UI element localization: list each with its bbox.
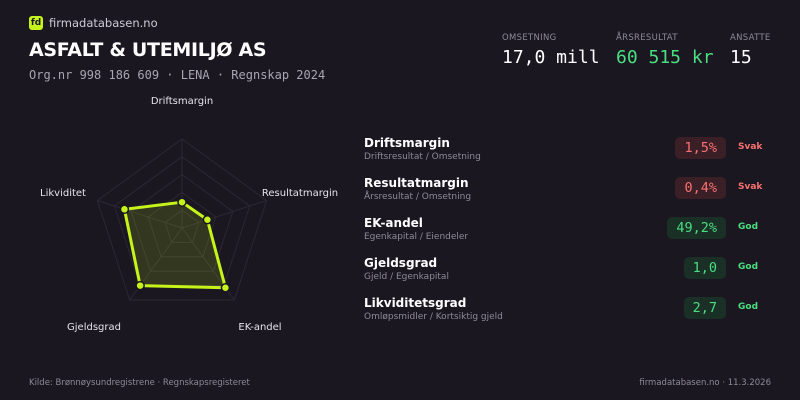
kpi-omsetning: OMSETNING 17,0 mill bbox=[502, 33, 600, 68]
metrics-list: Driftsmargin Driftsresultat / Omsetning … bbox=[364, 136, 774, 336]
metric-name: EK-andel bbox=[364, 216, 423, 230]
metric-desc: Årsresultat / Omsetning bbox=[364, 192, 472, 202]
radar-point bbox=[135, 280, 145, 291]
radar-grid-ring bbox=[96, 138, 268, 301]
radar-grid-ring bbox=[164, 209, 200, 243]
metric-name: Resultatmargin bbox=[364, 176, 469, 190]
metric-desc: Egenkapital / Eiendeler bbox=[364, 232, 469, 242]
kpi-label: ÅRSRESULTAT bbox=[616, 33, 678, 43]
metric-name: Gjeldsgrad bbox=[364, 256, 438, 270]
radar-axis-label: Resultatmargin bbox=[262, 188, 338, 199]
radar-grid-spoke bbox=[181, 200, 267, 229]
radar-axis-label: Driftsmargin bbox=[151, 96, 213, 107]
metric-value: 1,5% bbox=[675, 137, 726, 159]
metric-value: 1,0 bbox=[683, 257, 726, 279]
metric-status: God bbox=[738, 222, 759, 232]
metric-status: Svak bbox=[738, 142, 763, 152]
metric-status: Svak bbox=[738, 182, 763, 192]
kpi-value: 60 515 kr bbox=[616, 47, 714, 68]
metric-name: Driftsmargin bbox=[364, 136, 450, 150]
metric-desc: Omløpsmidler / Kortsiktig gjeld bbox=[364, 312, 503, 322]
metric-row: Likviditetsgrad Omløpsmidler / Kortsikti… bbox=[364, 296, 774, 336]
radar-axis-label: Gjeldsgrad bbox=[67, 322, 121, 333]
metric-status: God bbox=[738, 302, 759, 312]
metric-status: God bbox=[738, 262, 759, 272]
company-name: ASFALT & UTEMILJØ AS bbox=[29, 39, 267, 61]
kpi-label: ANSATTE bbox=[730, 33, 771, 43]
kpi-value: 15 bbox=[730, 47, 752, 68]
radar-grid-spoke bbox=[97, 200, 183, 229]
metric-desc: Gjeld / Egenkapital bbox=[364, 272, 449, 282]
radar-point bbox=[202, 214, 213, 225]
radar-point bbox=[177, 197, 187, 207]
metric-value: 49,2% bbox=[667, 217, 726, 239]
brand-name: firmadatabasen.no bbox=[49, 16, 158, 30]
radar-axis-label: Likviditet bbox=[40, 188, 86, 199]
kpi-arsresultat: ÅRSRESULTAT 60 515 kr bbox=[616, 33, 714, 68]
metric-row: EK-andel Egenkapital / Eiendeler 49,2% G… bbox=[364, 216, 774, 256]
kpi-value: 17,0 mill bbox=[502, 47, 600, 68]
metric-row: Gjeldsgrad Gjeld / Egenkapital 1,0 God bbox=[364, 256, 774, 296]
radar-grid-ring bbox=[130, 173, 234, 272]
footer-source: Kilde: Brønnøysundregistrene · Regnskaps… bbox=[29, 378, 250, 388]
radar-point bbox=[220, 283, 231, 293]
footer-site: firmadatabasen.no · 11.3.2026 bbox=[639, 378, 771, 388]
radar-point bbox=[119, 204, 130, 215]
kpi-ansatte: ANSATTE 15 bbox=[730, 33, 771, 68]
metric-row: Resultatmargin Årsresultat / Omsetning 0… bbox=[364, 176, 774, 216]
radar-series-area bbox=[122, 200, 227, 290]
metric-value: 2,7 bbox=[683, 297, 726, 319]
radar-grid-ring bbox=[147, 191, 217, 258]
metric-row: Driftsmargin Driftsresultat / Omsetning … bbox=[364, 136, 774, 176]
metric-desc: Driftsresultat / Omsetning bbox=[364, 152, 481, 162]
kpi-label: OMSETNING bbox=[502, 33, 557, 43]
radar-axis-label: EK-andel bbox=[238, 322, 281, 333]
metric-name: Likviditetsgrad bbox=[364, 296, 467, 310]
brand-logo-icon: fd bbox=[29, 16, 43, 30]
metric-value: 0,4% bbox=[675, 177, 726, 199]
company-subtitle: Org.nr 998 186 609 · LENA · Regnskap 202… bbox=[29, 68, 326, 82]
radar-chart: Driftsmargin Resultatmargin EK-andel Gjelds… bbox=[40, 96, 338, 333]
brand: fd firmadatabasen.no bbox=[29, 16, 158, 30]
